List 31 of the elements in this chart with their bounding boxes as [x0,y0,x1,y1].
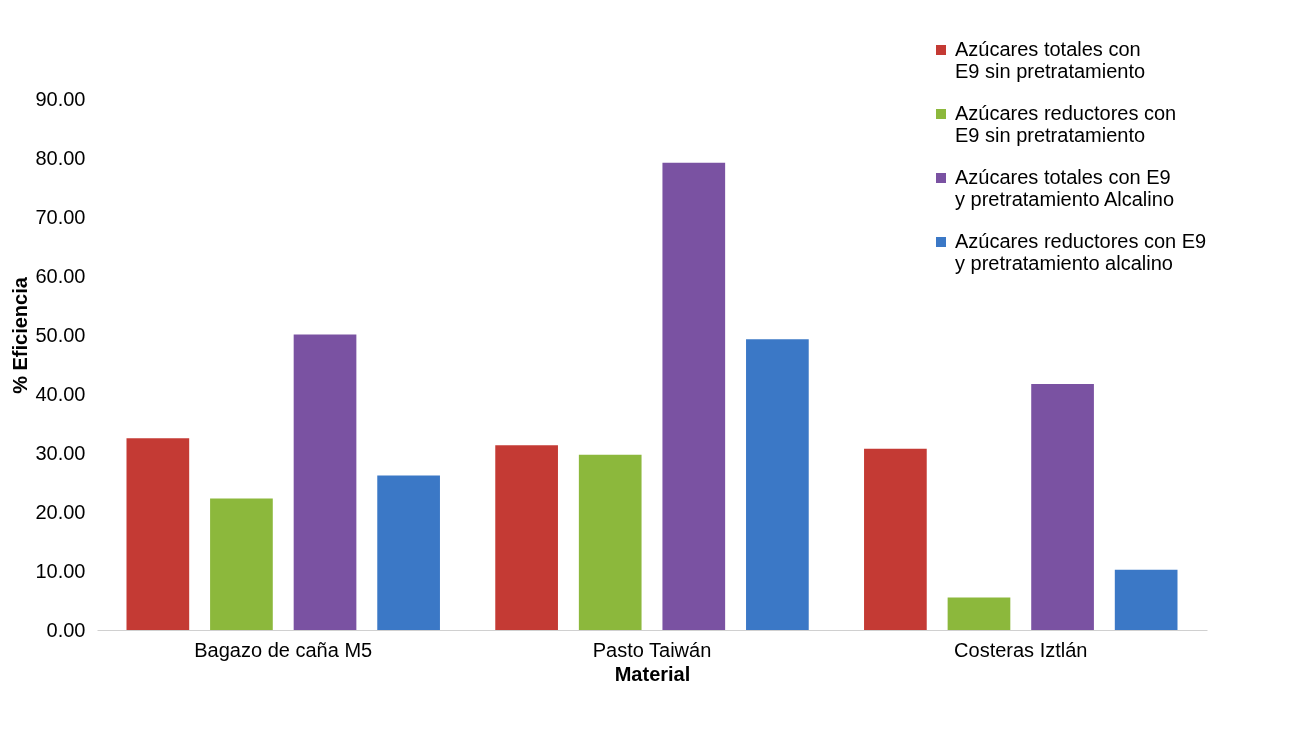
bar [662,162,726,630]
y-tick-label: 70.00 [35,205,86,228]
legend-label: Azúcares totales con E9 sin pretratamiento [955,38,1146,82]
bar [746,339,809,630]
x-tick-label: Costeras Iztlán [954,638,1088,661]
x-tick-label: Bagazo de caña M5 [194,638,373,661]
y-tick-label: 20.00 [35,500,86,523]
bar [1031,383,1094,630]
bar [578,454,642,630]
legend-label: Azúcares reductores con E9 sin pretratamiento [955,102,1177,146]
y-tick-label: 40.00 [35,382,86,405]
y-tick-label: 50.00 [35,323,86,346]
bar [210,498,273,630]
y-tick-label: 10.00 [35,559,86,582]
bar [864,448,927,630]
bar [126,438,190,630]
legend-label: Azúcares reductores con E9 y pretratamiento alcalino [955,230,1207,274]
y-tick-label: 80.00 [35,146,86,169]
legend-label: Azúcares totales con E9 y pretratamiento Alcalino [955,166,1175,210]
bar [377,475,440,630]
y-tick-label: 0.00 [46,618,86,641]
bar [495,445,558,630]
bar [293,334,357,630]
y-axis-title: % Eficiencia [9,276,32,394]
bar [947,597,1011,630]
x-axis-title: Material [614,662,691,685]
bar [1114,569,1178,630]
x-tick-label: Pasto Taiwán [592,638,712,661]
y-tick-label: 90.00 [35,87,86,110]
y-tick-label: 30.00 [35,441,86,464]
y-tick-label: 60.00 [35,264,86,287]
